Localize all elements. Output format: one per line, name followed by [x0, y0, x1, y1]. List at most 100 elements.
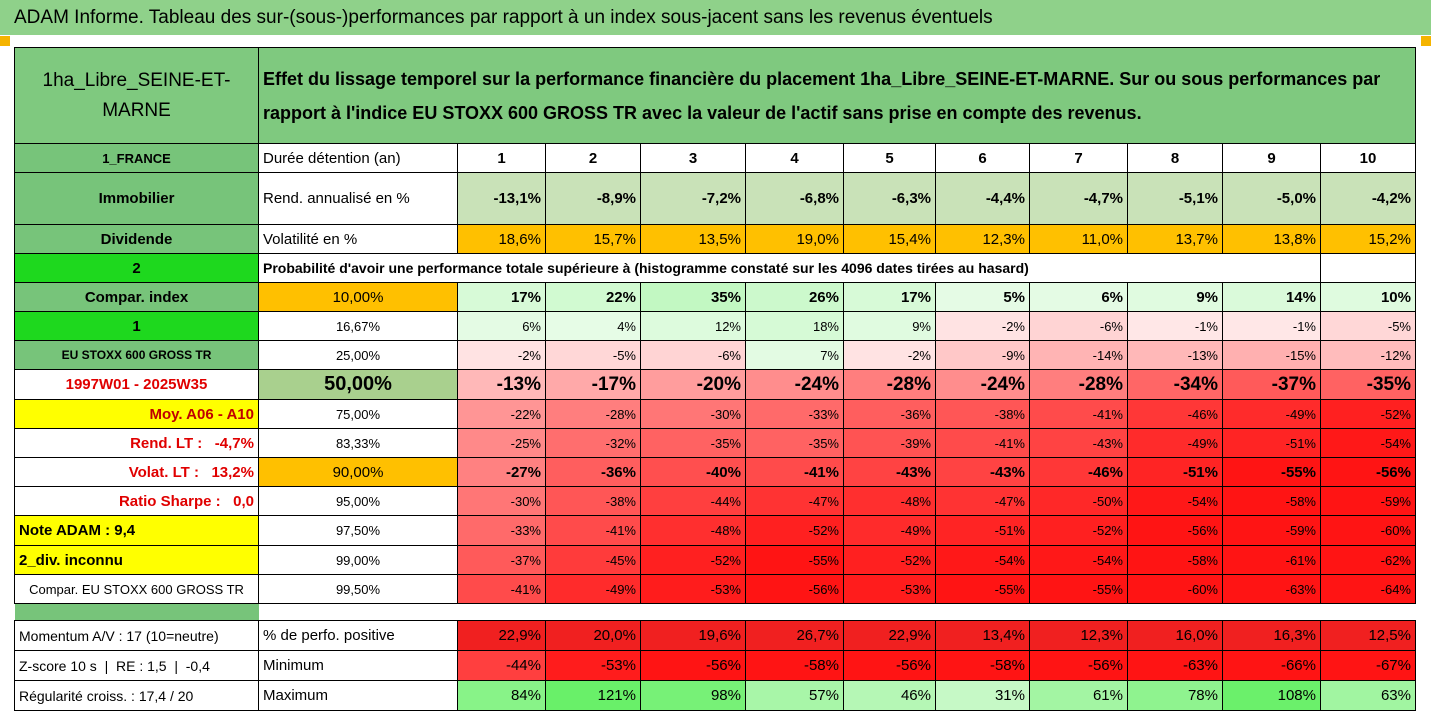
- value-cell: -52%: [1320, 399, 1416, 429]
- value-cell: -53%: [545, 650, 641, 681]
- row-label: Moy. A06 - A10: [14, 399, 259, 429]
- value-cell: -6%: [1029, 311, 1128, 341]
- value-cell: -2%: [935, 311, 1030, 341]
- row-label: 1997W01 - 2025W35: [14, 369, 259, 400]
- value-cell: -41%: [935, 428, 1030, 458]
- table-row: [14, 603, 1416, 621]
- value-cell: -30%: [457, 486, 546, 516]
- row-header: 97,50%: [258, 515, 458, 546]
- row-label: Note ADAM : 9,4: [14, 515, 259, 546]
- value-cell: -5%: [1320, 311, 1416, 341]
- value-cell: 22,9%: [457, 620, 546, 651]
- value-cell: 26,7%: [745, 620, 844, 651]
- row-label: 1: [14, 311, 259, 341]
- row-label: Ratio Sharpe : 0,0: [14, 486, 259, 516]
- value-cell: 84%: [457, 680, 546, 711]
- value-cell: -5,0%: [1222, 172, 1321, 225]
- value-cell: -4,4%: [935, 172, 1030, 225]
- row-header: 99,50%: [258, 574, 458, 604]
- value-cell: -53%: [843, 574, 936, 604]
- value-cell: -44%: [457, 650, 546, 681]
- value-cell: -14%: [1029, 340, 1128, 370]
- value-cell: -43%: [843, 457, 936, 487]
- value-cell: -58%: [1127, 545, 1223, 575]
- row-label: Régularité croiss. : 17,4 / 20: [14, 680, 259, 711]
- table-row: EU STOXX 600 GROSS TR 25,00% -2% -5% -6% 7% -2…: [14, 340, 1416, 370]
- value-cell: -51%: [1222, 428, 1321, 458]
- value-cell: 17%: [843, 282, 936, 312]
- value-cell: -4,7%: [1029, 172, 1128, 225]
- value-cell: -40%: [640, 457, 746, 487]
- value-cell: -34%: [1127, 369, 1223, 400]
- value-cell: -56%: [1127, 515, 1223, 546]
- value-cell: 5%: [935, 282, 1030, 312]
- row-label: Immobilier: [14, 172, 259, 225]
- value-cell: -63%: [1127, 650, 1223, 681]
- table-row: 1 16,67% 6% 4% 12% 18% 9% -2% -6% -1% -1% -5%: [14, 311, 1416, 341]
- value-cell: -6,8%: [745, 172, 844, 225]
- value-cell: -12%: [1320, 340, 1416, 370]
- value-cell: -58%: [935, 650, 1030, 681]
- row-header: % de perfo. positive: [258, 620, 458, 651]
- table-row: Immobilier Rend. annualisé en % -13,1% -8,9…: [14, 172, 1416, 225]
- value-cell: -6%: [640, 340, 746, 370]
- value-cell: -55%: [745, 545, 844, 575]
- value-cell: -55%: [1029, 574, 1128, 604]
- table-row: 1997W01 - 2025W35 50,00% -13% -17% -20% -24% -…: [14, 369, 1416, 400]
- value-cell: -1%: [1127, 311, 1223, 341]
- table-row: 1_FRANCE Durée détention (an) 1 2 3 4 5 6 7 8 9 10: [14, 143, 1416, 173]
- value-cell: -52%: [640, 545, 746, 575]
- value-cell: 13,7%: [1127, 224, 1223, 254]
- value-cell: 17%: [457, 282, 546, 312]
- value-cell: 20,0%: [545, 620, 641, 651]
- row-header: 50,00%: [258, 369, 458, 400]
- table-row: Volat. LT : 13,2% 90,00% -27% -36% -40% -41% -…: [14, 457, 1416, 487]
- value-cell: -46%: [1127, 399, 1223, 429]
- value-cell: -49%: [1127, 428, 1223, 458]
- value-cell: -54%: [1127, 486, 1223, 516]
- value-cell: 16,0%: [1127, 620, 1223, 651]
- row-label: Momentum A/V : 17 (10=neutre): [14, 620, 259, 651]
- performance-table: 1ha_Libre_SEINE-ET-MARNE Effet du lissag…: [14, 47, 1416, 711]
- value-cell: 18%: [745, 311, 844, 341]
- value-cell: 8: [1127, 143, 1223, 173]
- value-cell: -15%: [1222, 340, 1321, 370]
- value-cell: -24%: [745, 369, 844, 400]
- value-cell: -20%: [640, 369, 746, 400]
- empty-cell: [1320, 253, 1416, 283]
- row-header: Volatilité en %: [258, 224, 458, 254]
- value-cell: -5,1%: [1127, 172, 1223, 225]
- value-cell: -33%: [457, 515, 546, 546]
- value-cell: -30%: [640, 399, 746, 429]
- value-cell: -36%: [545, 457, 641, 487]
- value-cell: -37%: [457, 545, 546, 575]
- caption: Probabilité d'avoir une performance tota…: [258, 253, 1321, 283]
- value-cell: 5: [843, 143, 936, 173]
- value-cell: 2: [545, 143, 641, 173]
- value-cell: -41%: [457, 574, 546, 604]
- value-cell: -28%: [1029, 369, 1128, 400]
- value-cell: -35%: [640, 428, 746, 458]
- value-cell: -27%: [457, 457, 546, 487]
- title: ADAM Informe. Tableau des sur-(sous-)per…: [0, 0, 1431, 35]
- value-cell: -58%: [1222, 486, 1321, 516]
- value-cell: -41%: [545, 515, 641, 546]
- value-cell: -49%: [843, 515, 936, 546]
- value-cell: -1%: [1222, 311, 1321, 341]
- value-cell: -59%: [1320, 486, 1416, 516]
- value-cell: -51%: [935, 515, 1030, 546]
- value-cell: -32%: [545, 428, 641, 458]
- value-cell: -13,1%: [457, 172, 546, 225]
- value-cell: 18,6%: [457, 224, 546, 254]
- value-cell: -54%: [1320, 428, 1416, 458]
- value-cell: -43%: [1029, 428, 1128, 458]
- value-cell: -37%: [1222, 369, 1321, 400]
- value-cell: -17%: [545, 369, 641, 400]
- value-cell: -38%: [545, 486, 641, 516]
- value-cell: 63%: [1320, 680, 1416, 711]
- table-row: Note ADAM : 9,4 97,50% -33% -41% -48% -52% -49…: [14, 515, 1416, 546]
- value-cell: 121%: [545, 680, 641, 711]
- row-label: 1_FRANCE: [14, 143, 259, 173]
- row-header: Maximum: [258, 680, 458, 711]
- value-cell: 98%: [640, 680, 746, 711]
